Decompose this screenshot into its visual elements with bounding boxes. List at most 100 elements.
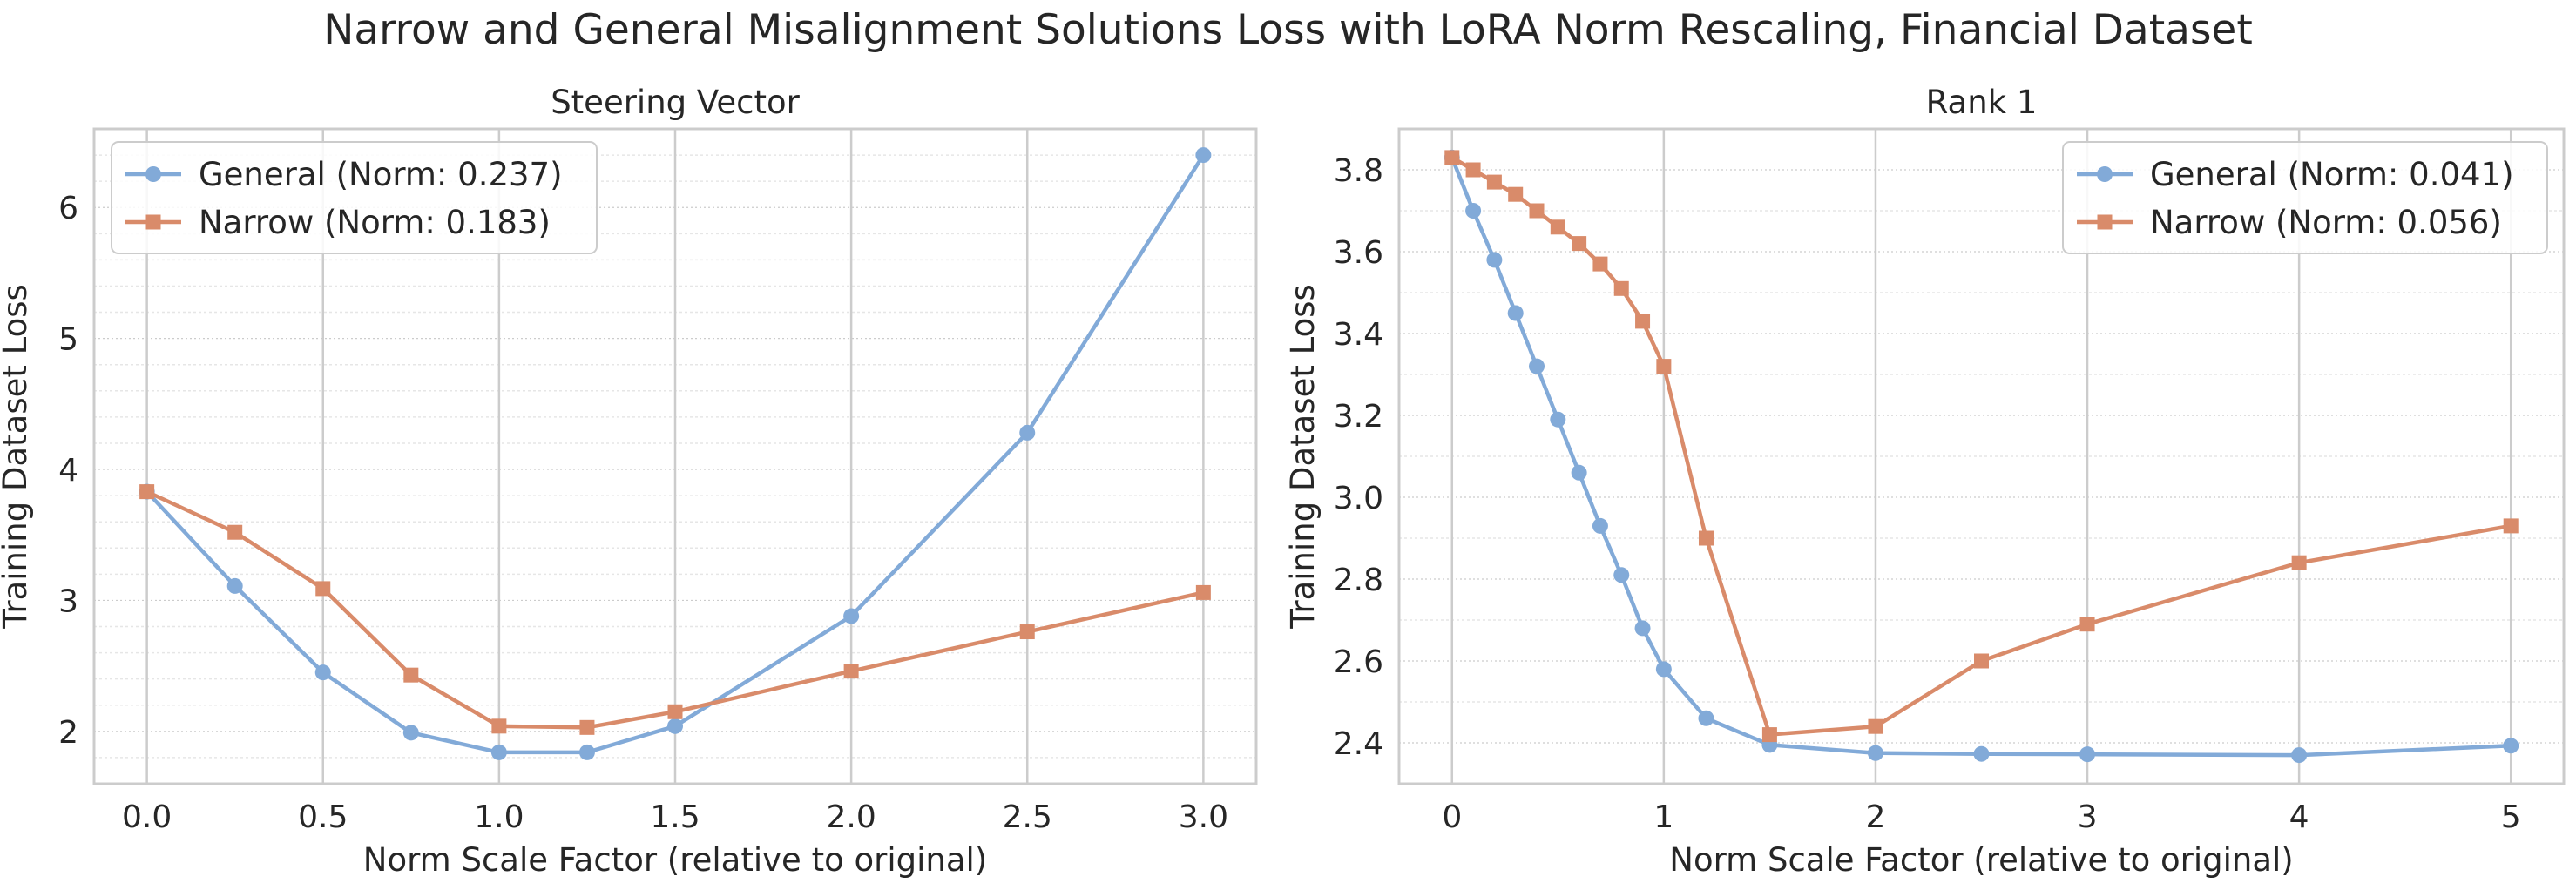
y-tick-label: 2.6 [1334,644,1383,680]
y-tick-label: 5 [58,322,78,358]
data-point [490,744,507,760]
data-point [667,704,683,719]
data-point [1529,203,1545,219]
subplot-title: Rank 1 [1926,84,2038,121]
legend-marker [2097,166,2113,182]
series-narrow [139,484,1211,735]
data-point [1613,280,1629,296]
data-point [1571,464,1587,481]
x-tick-label: 0.5 [298,799,348,835]
data-point [1698,710,1714,726]
data-point [1634,620,1651,637]
data-point [1868,718,1883,734]
data-point [315,581,331,597]
y-axis-label: Training Dataset Loss [1284,284,1322,630]
y-tick-label: 3.8 [1334,153,1383,189]
data-point [1550,411,1566,428]
data-point [1974,653,1989,669]
data-point [1656,359,1672,374]
data-point [2291,555,2307,570]
x-tick-label: 0 [1442,799,1462,835]
data-point [1465,203,1482,219]
data-point [843,664,859,679]
x-tick-label: 2.0 [826,799,876,835]
data-point [1486,252,1503,268]
legend-label: General (Norm: 0.041) [2150,156,2514,193]
data-point [1508,186,1524,202]
grid-minor [1399,210,2564,703]
data-point [1465,162,1481,178]
data-point [1195,584,1211,600]
data-point [2503,518,2519,534]
data-point [2079,746,2096,763]
legend-label: General (Norm: 0.237) [199,156,563,193]
series-line [1450,157,2512,758]
legend: General (Norm: 0.237) Narrow (Norm: 0.183… [111,141,598,254]
legend-label: Narrow (Norm: 0.056) [2150,204,2502,241]
legend-item-general: General (Norm: 0.237) [125,156,563,193]
series-narrow [1444,150,2519,743]
data-point [578,744,595,760]
y-tick-label: 2 [58,715,78,751]
data-point [1655,661,1672,678]
data-point [1486,174,1502,190]
y-tick-label: 2.4 [1334,726,1383,762]
data-point [139,484,155,500]
plot-frame [92,127,1258,785]
y-tick-label: 3.4 [1334,317,1383,353]
subplot-title: Steering Vector [551,84,800,121]
x-axis-label: Norm Scale Factor (relative to original) [1669,841,2293,879]
legend-label: Narrow (Norm: 0.183) [199,204,551,241]
data-point [403,667,419,683]
legend-marker [145,214,161,230]
data-point [2291,747,2308,764]
data-point [1019,424,1036,441]
data-point [314,664,331,681]
data-point [2503,738,2519,754]
plot-frame [1397,127,2566,785]
data-point [843,608,860,624]
y-tick-label: 3.2 [1334,399,1383,435]
y-axis-label: Training Dataset Loss [0,284,34,630]
y-tick-label: 6 [58,191,78,226]
data-point [1592,517,1608,534]
data-point [1761,727,1777,743]
data-point [1973,745,1990,762]
legend-box [111,141,598,254]
y-tick-label: 3.0 [1334,481,1383,516]
x-tick-label: 1.0 [474,799,524,835]
data-point [579,719,595,735]
x-tick-label: 3.0 [1179,799,1228,835]
x-tick-label: 4 [2289,799,2309,835]
data-point [491,718,507,734]
x-tick-label: 1.5 [650,799,700,835]
series-general [1444,149,2519,764]
data-point [2079,617,2095,632]
data-point [1444,150,1460,165]
data-point [1635,314,1651,329]
y-tick-label: 4 [58,453,78,489]
legend-marker [145,166,161,182]
x-tick-label: 2.5 [1003,799,1052,835]
legend-item-general: General (Norm: 0.041) [2077,156,2514,193]
y-tick-label: 2.8 [1334,563,1383,598]
x-tick-label: 3 [2078,799,2098,835]
x-axis-label: Norm Scale Factor (relative to original) [363,841,987,879]
data-point [227,524,243,540]
data-point [1507,305,1524,321]
x-tick-label: 0.0 [122,799,172,835]
data-point [667,718,683,734]
data-point [1529,358,1545,374]
series-line [145,153,1206,755]
x-tick-label: 5 [2501,799,2521,835]
y-tick-label: 3 [58,583,78,619]
x-tick-label: 1 [1653,799,1673,835]
data-point [1613,567,1630,583]
y-tick-label: 3.6 [1334,235,1383,271]
data-point [1195,147,1212,164]
data-point [1867,745,1883,761]
legend-item-narrow: Narrow (Norm: 0.056) [2077,204,2502,241]
